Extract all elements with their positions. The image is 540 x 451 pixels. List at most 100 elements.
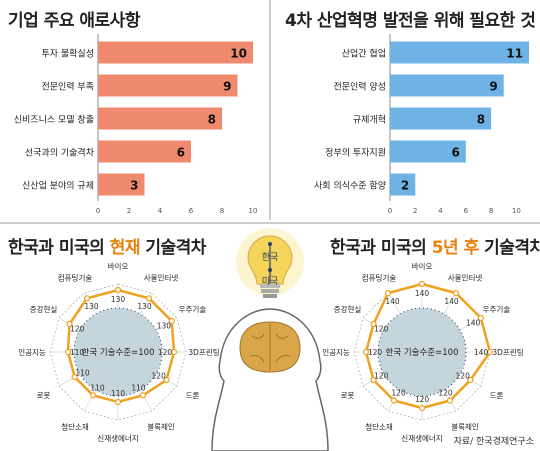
bar-tick-label: 10 (512, 207, 521, 215)
radar-axis-label: 증강현실 (30, 304, 58, 314)
radar-axis-label: 3D프린팅 (492, 347, 523, 357)
bar-value-label: 8 (477, 113, 485, 127)
radar-point (486, 348, 494, 356)
radar-value-label: 120 (374, 325, 389, 334)
radar-axis-label: 드론 (186, 391, 200, 400)
radar-baseline-circle (377, 307, 467, 397)
radar-point (71, 373, 78, 381)
bottom-left-title-highlight: 현재 (109, 238, 141, 258)
bar-category-label: 규제개혁 (353, 115, 386, 126)
radar-value-label: 120 (152, 372, 167, 381)
bar (98, 140, 191, 163)
bar (98, 41, 253, 64)
radar-value-label: 140 (385, 297, 400, 306)
radar-value-label: 120 (158, 348, 173, 357)
radar-axis-label: 컴퓨팅기술 (58, 273, 93, 283)
head-icon (211, 308, 329, 451)
radar-point (362, 348, 370, 356)
top-right-title: 4차 산업혁명 발전을 위해 필요한 것 (285, 11, 536, 31)
bottom-right-title-pre: 한국과 미국의 (330, 238, 432, 258)
bottom-right-title-highlight: 5년 후 (431, 238, 480, 258)
bar (390, 107, 492, 130)
radar-value-label: 110 (70, 348, 85, 357)
radar-point (66, 320, 73, 328)
bar-category-label: 신비즈니스 모델 창출 (14, 114, 94, 126)
radar-value-label: 130 (111, 295, 126, 304)
radar-axis-label: 인공지능 (18, 347, 46, 357)
radar-point (390, 397, 398, 404)
radar-point (384, 290, 392, 297)
lightbulb-icon (236, 228, 304, 298)
radar-point (89, 392, 97, 399)
bar-category-label: 투자 불확실성 (41, 48, 94, 60)
bar-tick-label: 10 (249, 207, 258, 215)
radar-value-label: 140 (444, 297, 459, 306)
radar-value-label: 140 (474, 348, 489, 357)
radar-axis-label: 사물인터넷 (144, 273, 179, 283)
radar-point (139, 392, 147, 399)
bar-value-label: 9 (223, 80, 231, 94)
radar-center-label: 한국 기술수준=100 (386, 348, 459, 358)
radar-value-label: 120 (456, 372, 471, 381)
bottom-left-title-pre: 한국과 미국의 (8, 238, 110, 258)
radar-axis-label: 첨단소재 (365, 421, 393, 431)
bar (98, 173, 145, 196)
radar-axis-label: 블록체인 (147, 421, 175, 431)
radar-value-label: 110 (90, 384, 105, 393)
radar-axis-label: 신재생에너지 (401, 433, 442, 443)
radar-center-label: 한국 기술수준=100 (82, 348, 155, 358)
bar-tick-label: 2 (127, 207, 131, 215)
bar-tick-label: 0 (96, 207, 100, 215)
bar (390, 173, 416, 196)
radar-point (452, 290, 460, 297)
radar-axis-label: 3D프린팅 (188, 347, 219, 357)
bulb-top-label: 한국 (262, 252, 279, 263)
radar-axis-label: 바이오 (108, 261, 129, 271)
bottom-left-title-post: 기술격차 (139, 238, 206, 258)
radar-axis-label: 바이오 (412, 261, 433, 271)
radar-point (170, 348, 178, 356)
radar-point (370, 376, 377, 384)
radar-value-label: 120 (374, 372, 389, 381)
radar-value-label: 130 (84, 302, 99, 311)
bar-tick-label: 6 (189, 207, 194, 215)
bar-category-label: 신산업 분야의 규제 (22, 181, 94, 192)
bar (98, 107, 222, 130)
radar-axis-label: 인공지능 (322, 347, 350, 357)
bar-tick-label: 8 (489, 207, 493, 215)
bar-category-label: 산업간 협업 (342, 48, 386, 60)
radar-axis-label: 증강현실 (334, 304, 362, 314)
radar-point (114, 398, 122, 406)
radar-point (83, 295, 91, 302)
radar-point (114, 286, 122, 294)
bottom-right-title: 한국과 미국의 5년 후 기술격차 (330, 233, 540, 258)
radar-value-label: 120 (70, 325, 85, 334)
bar-value-label: 6 (451, 146, 459, 160)
bar-value-label: 6 (177, 146, 185, 160)
radar-value-label: 130 (137, 302, 152, 311)
bar-value-label: 3 (130, 179, 138, 193)
bar-tick-label: 0 (388, 207, 392, 215)
bar-value-label: 9 (489, 80, 497, 94)
bar-tick-label: 8 (220, 207, 224, 215)
source-note: 자료/ 한국경제연구소 (453, 437, 534, 447)
radar-point (145, 295, 153, 302)
bar-value-label: 10 (230, 47, 247, 61)
radar-axis-label: 블록체인 (451, 421, 479, 431)
bar-category-label: 전문인력 양성 (333, 81, 386, 93)
radar-value-label: 120 (438, 389, 453, 398)
bar-tick-label: 4 (438, 207, 443, 215)
radar-value-label: 130 (157, 322, 172, 331)
radar-value-label: 110 (131, 384, 146, 393)
radar-axis-label: 우주기술 (483, 305, 511, 314)
bar-tick-label: 2 (413, 207, 417, 215)
radar-value-label: 120 (391, 389, 406, 398)
radar-axis-label: 로봇 (37, 391, 51, 400)
radar-axis-label: 우주기술 (179, 305, 207, 314)
